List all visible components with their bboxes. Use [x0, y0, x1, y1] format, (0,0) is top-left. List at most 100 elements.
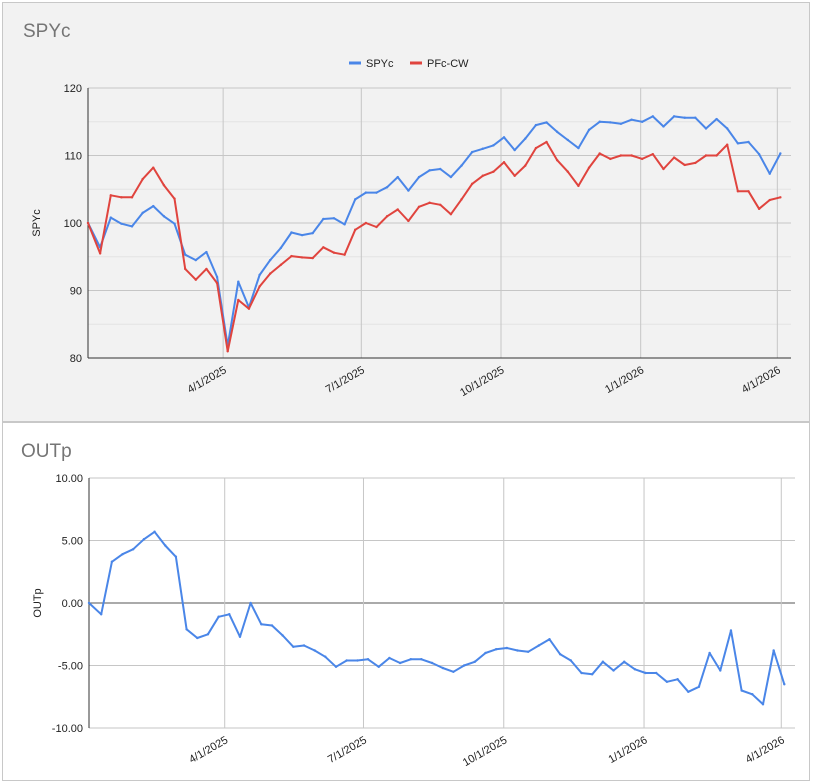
outp-x-tick-label: 7/1/2025 [326, 734, 369, 766]
spyc-data-point [141, 177, 144, 181]
spyc-data-point [609, 121, 612, 124]
outp-data-point [740, 689, 743, 692]
spyc-data-point [577, 184, 580, 188]
spyc-data-point [651, 115, 655, 118]
spyc-data-point [226, 350, 229, 353]
spyc-data-point [449, 175, 453, 179]
outp-data-point [505, 646, 509, 650]
spyc-data-point [524, 164, 527, 167]
outp-x-tick-label: 1/1/2026 [606, 734, 649, 766]
spyc-data-point [662, 125, 665, 128]
spyc-data-point [173, 197, 176, 200]
outp-data-point [526, 650, 530, 653]
spyc-data-point [513, 148, 516, 152]
spyc-data-point [162, 184, 166, 187]
outp-data-point [217, 615, 220, 618]
spyc-data-point [290, 254, 293, 258]
spyc-data-point [481, 174, 484, 177]
outp-data-point [334, 665, 338, 668]
spyc-data-point [619, 122, 623, 125]
spyc-data-point [279, 263, 283, 267]
spyc-data-point [258, 285, 261, 288]
spyc-data-point [768, 172, 771, 175]
outp-data-point [430, 661, 434, 665]
outp-data-point [206, 633, 210, 636]
outp-data-point [708, 651, 711, 655]
spyc-data-point [524, 137, 527, 140]
outp-data-point [420, 658, 423, 661]
spyc-data-point [130, 196, 134, 199]
outp-data-point [719, 669, 722, 672]
spyc-data-point [492, 170, 495, 173]
spyc-data-point [460, 198, 463, 201]
spyc-data-point [779, 152, 782, 155]
outp-data-point [324, 655, 327, 658]
spyc-data-point [396, 208, 399, 211]
spyc-data-point [141, 211, 144, 215]
spyc-data-point [683, 163, 686, 167]
spyc-data-point [672, 115, 676, 118]
outp-data-point [121, 553, 124, 556]
outp-data-point [377, 665, 380, 668]
spyc-x-tick-label: 1/1/2026 [603, 364, 646, 396]
outp-data-point [676, 678, 679, 681]
outp-data-point [228, 613, 231, 616]
spyc-data-point [237, 298, 240, 302]
spyc-data-point [407, 189, 410, 192]
spyc-data-point [470, 182, 474, 186]
outp-data-point [409, 658, 412, 661]
spyc-data-point [173, 222, 176, 225]
spyc-x-tick-label: 10/1/2025 [458, 364, 506, 399]
spyc-data-point [630, 118, 633, 121]
outp-chart-panel: OUTp -10.00 -5.00 0.00 5.00 10.00 4/1/2025 7/1… [2, 422, 810, 781]
outp-data-point [462, 664, 466, 667]
spyc-data-point [449, 213, 453, 216]
spyc-data-point [694, 161, 697, 165]
spyc-data-point [651, 152, 655, 156]
spyc-data-point [269, 258, 272, 262]
spyc-chart-panel: SPYc 80 90 100 110 120 4/1/2025 7/1/2025 10/1/2… [2, 2, 810, 422]
outp-series-line-0 [88, 530, 786, 706]
outp-data-point [761, 703, 765, 706]
spyc-series-line-pfc-cw [87, 141, 781, 353]
spyc-data-point [736, 190, 740, 193]
outp-data-point [281, 634, 284, 637]
legend-label-1: PFc-CW [427, 58, 469, 70]
spyc-data-point [417, 205, 421, 208]
spyc-data-point [269, 272, 272, 275]
spyc-chart-svg: 80 90 100 110 120 4/1/2025 7/1/2025 10/1/2025 1/… [31, 58, 791, 399]
spyc-data-point [98, 252, 102, 255]
outp-chart-title: OUTp [21, 441, 72, 462]
spyc-data-point [460, 164, 463, 167]
outp-data-point [110, 560, 114, 563]
outp-chart-svg: -10.00 -5.00 0.00 5.00 10.00 4/1/2025 7/1/2025… [32, 473, 795, 769]
spyc-chart-title: SPYc [23, 21, 71, 42]
spyc-data-point [354, 228, 357, 231]
spyc-data-point [555, 130, 559, 134]
spyc-data-point [704, 127, 708, 130]
outp-data-point [548, 638, 551, 641]
spyc-data-point [566, 138, 570, 142]
outp-data-point [153, 530, 156, 533]
spyc-data-point [364, 221, 368, 225]
outp-data-point [590, 673, 594, 676]
outp-data-point [783, 683, 786, 686]
spyc-data-point [130, 225, 134, 228]
outp-data-point [580, 671, 583, 675]
spyc-data-point [545, 121, 548, 124]
spyc-data-point [354, 198, 357, 201]
spyc-data-point [598, 152, 601, 155]
spyc-data-point [152, 166, 155, 169]
spyc-data-point [194, 278, 198, 281]
spyc-data-point [205, 267, 208, 271]
spyc-data-point [311, 231, 314, 235]
spyc-data-point [630, 154, 633, 157]
spyc-series-line-spyc [87, 115, 782, 347]
spyc-data-point [375, 191, 378, 194]
spyc-data-point [86, 221, 90, 225]
spyc-data-point [205, 250, 208, 254]
spyc-y-tick-label: 120 [64, 83, 82, 95]
outp-data-point [569, 659, 573, 662]
spyc-data-point [641, 120, 644, 123]
outp-data-point [441, 666, 444, 670]
